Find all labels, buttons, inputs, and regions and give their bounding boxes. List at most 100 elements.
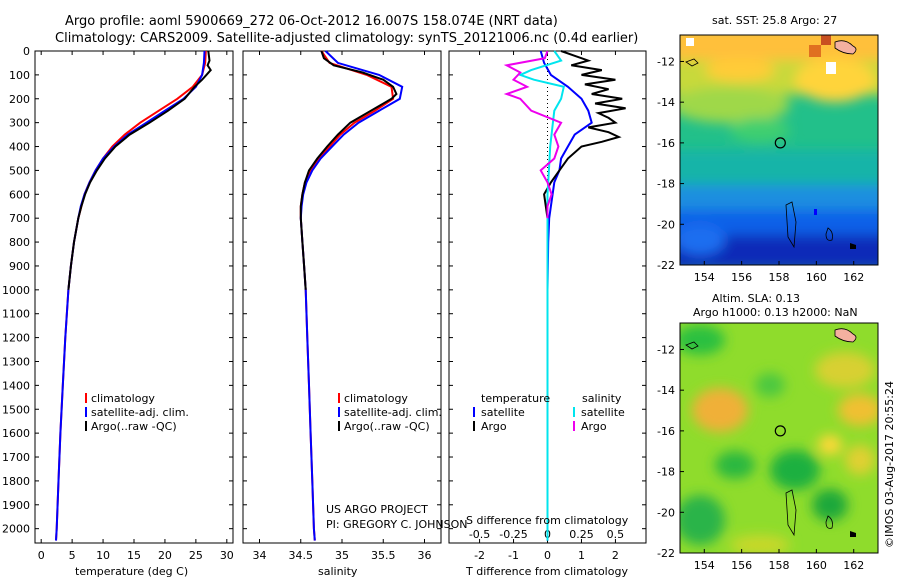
map-x-tick-label: 160 — [806, 271, 827, 284]
series-line-satellite-adj-clim- — [55, 50, 206, 541]
sla-map-title-2: Argo h1000: 0.13 h2000: NaN — [693, 306, 858, 319]
y-tick-label: 1100 — [2, 308, 30, 321]
map-y-tick-label: -14 — [657, 96, 675, 109]
map-x-tick-label: 162 — [843, 559, 864, 572]
legend-satellite-label: satellite-adj. clim. — [344, 406, 442, 419]
x-tick-label: 30 — [220, 549, 234, 562]
map-y-tick-label: -12 — [657, 343, 675, 356]
map-y-tick-label: -20 — [657, 218, 675, 231]
argo-float-marker — [774, 425, 786, 437]
map-y-tick-label: -18 — [657, 178, 675, 191]
x-tick-label: -2 — [474, 549, 485, 562]
y-tick-label: 1400 — [2, 379, 30, 392]
x-tick-label: 0 — [544, 549, 551, 562]
y-tick-label: 900 — [9, 260, 30, 273]
map-x-tick-label: 160 — [806, 559, 827, 572]
map-x-tick-label: 158 — [769, 559, 790, 572]
salinity-xlabel: salinity — [318, 565, 358, 578]
x-tick-label: 15 — [127, 549, 141, 562]
y-tick-label: 600 — [9, 188, 30, 201]
map-y-tick-label: -16 — [657, 425, 675, 438]
y-tick-label: 2000 — [2, 523, 30, 536]
temperature-panel: 0100200300400500600700800900100011001200… — [2, 45, 234, 562]
salinity-legend: climatology satellite-adj. clim. Argo(..… — [338, 392, 442, 433]
legend-argo-label: Argo(..raw -QC) — [91, 420, 177, 433]
s-tick-label: -0.25 — [499, 528, 527, 541]
y-tick-label: 100 — [9, 69, 30, 82]
x-tick-label: 35 — [335, 549, 349, 562]
map-y-tick-label: -18 — [657, 466, 675, 479]
sla-map-title-1: Altim. SLA: 0.13 — [712, 292, 800, 305]
map-y-tick-label: -12 — [657, 55, 675, 68]
project-label: US ARGO PROJECT — [326, 503, 428, 516]
legend-s-argo-label: Argo — [581, 420, 607, 433]
s-tick-label: 0.5 — [607, 528, 625, 541]
salinity-axes-frame — [242, 50, 442, 544]
map-y-tick-label: -22 — [657, 259, 675, 272]
sla-map-image — [680, 323, 878, 553]
x-tick-label: 0 — [38, 549, 45, 562]
y-tick-label: 0 — [23, 45, 30, 58]
sla-map-axes: 154 156 158 160 162 -12 -14 -16 -18 -20 -22 — [657, 343, 864, 572]
legend-satellite-label: satellite-adj. clim. — [91, 406, 189, 419]
series-line-satellite-adj-clim- — [299, 50, 404, 541]
y-tick-label: 700 — [9, 212, 30, 225]
x-tick-label: 2 — [612, 549, 619, 562]
legend-s-satellite-label: satellite — [581, 406, 625, 419]
argo-float-marker — [774, 137, 786, 149]
legend-t-argo-label: Argo — [481, 420, 507, 433]
y-tick-label: 1500 — [2, 403, 30, 416]
sst-map-title: sat. SST: 25.8 Argo: 27 — [712, 14, 837, 27]
temperature-xlabel: temperature (deg C) — [75, 565, 188, 578]
y-tick-label: 1800 — [2, 475, 30, 488]
sst-map-axes: 154 156 158 160 162 -12 -14 -16 -18 -20 -22 — [657, 55, 864, 284]
x-tick-label: 36 — [418, 549, 432, 562]
map-y-tick-label: -20 — [657, 506, 675, 519]
series-line-climatology — [299, 50, 395, 541]
y-tick-label: 1600 — [2, 427, 30, 440]
map-x-tick-label: 156 — [731, 271, 752, 284]
difference-panel: -2 -1 0 1 2-0.5 -0.25 0 0.25 0.5 — [449, 50, 646, 562]
legend-climatology-label: climatology — [344, 392, 408, 405]
pi-label: PI: GREGORY C. JOHNSON — [326, 518, 467, 531]
y-tick-label: 1300 — [2, 355, 30, 368]
legend-climatology-label: climatology — [91, 392, 155, 405]
temperature-legend: climatology satellite-adj. clim. Argo(..… — [85, 392, 189, 433]
x-tick-label: 34 — [253, 549, 267, 562]
header-line-1: Argo profile: aoml 5900669_272 06-Oct-20… — [65, 14, 558, 29]
series-line-t-argo — [543, 50, 626, 219]
y-tick-label: 400 — [9, 141, 30, 154]
x-tick-label: 5 — [69, 549, 76, 562]
y-tick-label: 300 — [9, 117, 30, 130]
legend-t-satellite-label: satellite — [481, 406, 525, 419]
s-tick-label: -0.5 — [469, 528, 490, 541]
legend-salinity-header: salinity — [582, 392, 622, 405]
map-y-tick-label: -22 — [657, 547, 675, 560]
y-tick-label: 1700 — [2, 451, 30, 464]
y-tick-label: 1900 — [2, 499, 30, 512]
map-x-tick-label: 156 — [731, 559, 752, 572]
x-tick-label: 20 — [158, 549, 172, 562]
series-line-argo-raw-qc- — [299, 50, 398, 290]
series-line-s-argo — [503, 50, 563, 219]
map-x-tick-label: 162 — [843, 271, 864, 284]
x-tick-label: -1 — [508, 549, 519, 562]
map-x-tick-label: 158 — [769, 271, 790, 284]
legend-temperature-header: temperature — [481, 392, 550, 405]
s-tick-label: 0.25 — [569, 528, 594, 541]
map-y-tick-label: -14 — [657, 384, 675, 397]
s-difference-xlabel: S difference from climatology — [466, 514, 629, 527]
map-x-tick-label: 154 — [694, 559, 715, 572]
header-line-2: Climatology: CARS2009. Satellite-adjuste… — [55, 31, 638, 46]
x-tick-label: 1 — [578, 549, 585, 562]
y-tick-label: 1200 — [2, 332, 30, 345]
series-line-s-satellite — [517, 50, 565, 541]
timestamp: ©IMOS 03-Aug-2017 20:55:24 — [883, 381, 896, 548]
legend-argo-label: Argo(..raw -QC) — [344, 420, 430, 433]
x-tick-label: 35.5 — [371, 549, 396, 562]
x-tick-label: 10 — [96, 549, 110, 562]
map-y-tick-label: -16 — [657, 137, 675, 150]
t-difference-xlabel: T difference from climatology — [465, 565, 628, 578]
